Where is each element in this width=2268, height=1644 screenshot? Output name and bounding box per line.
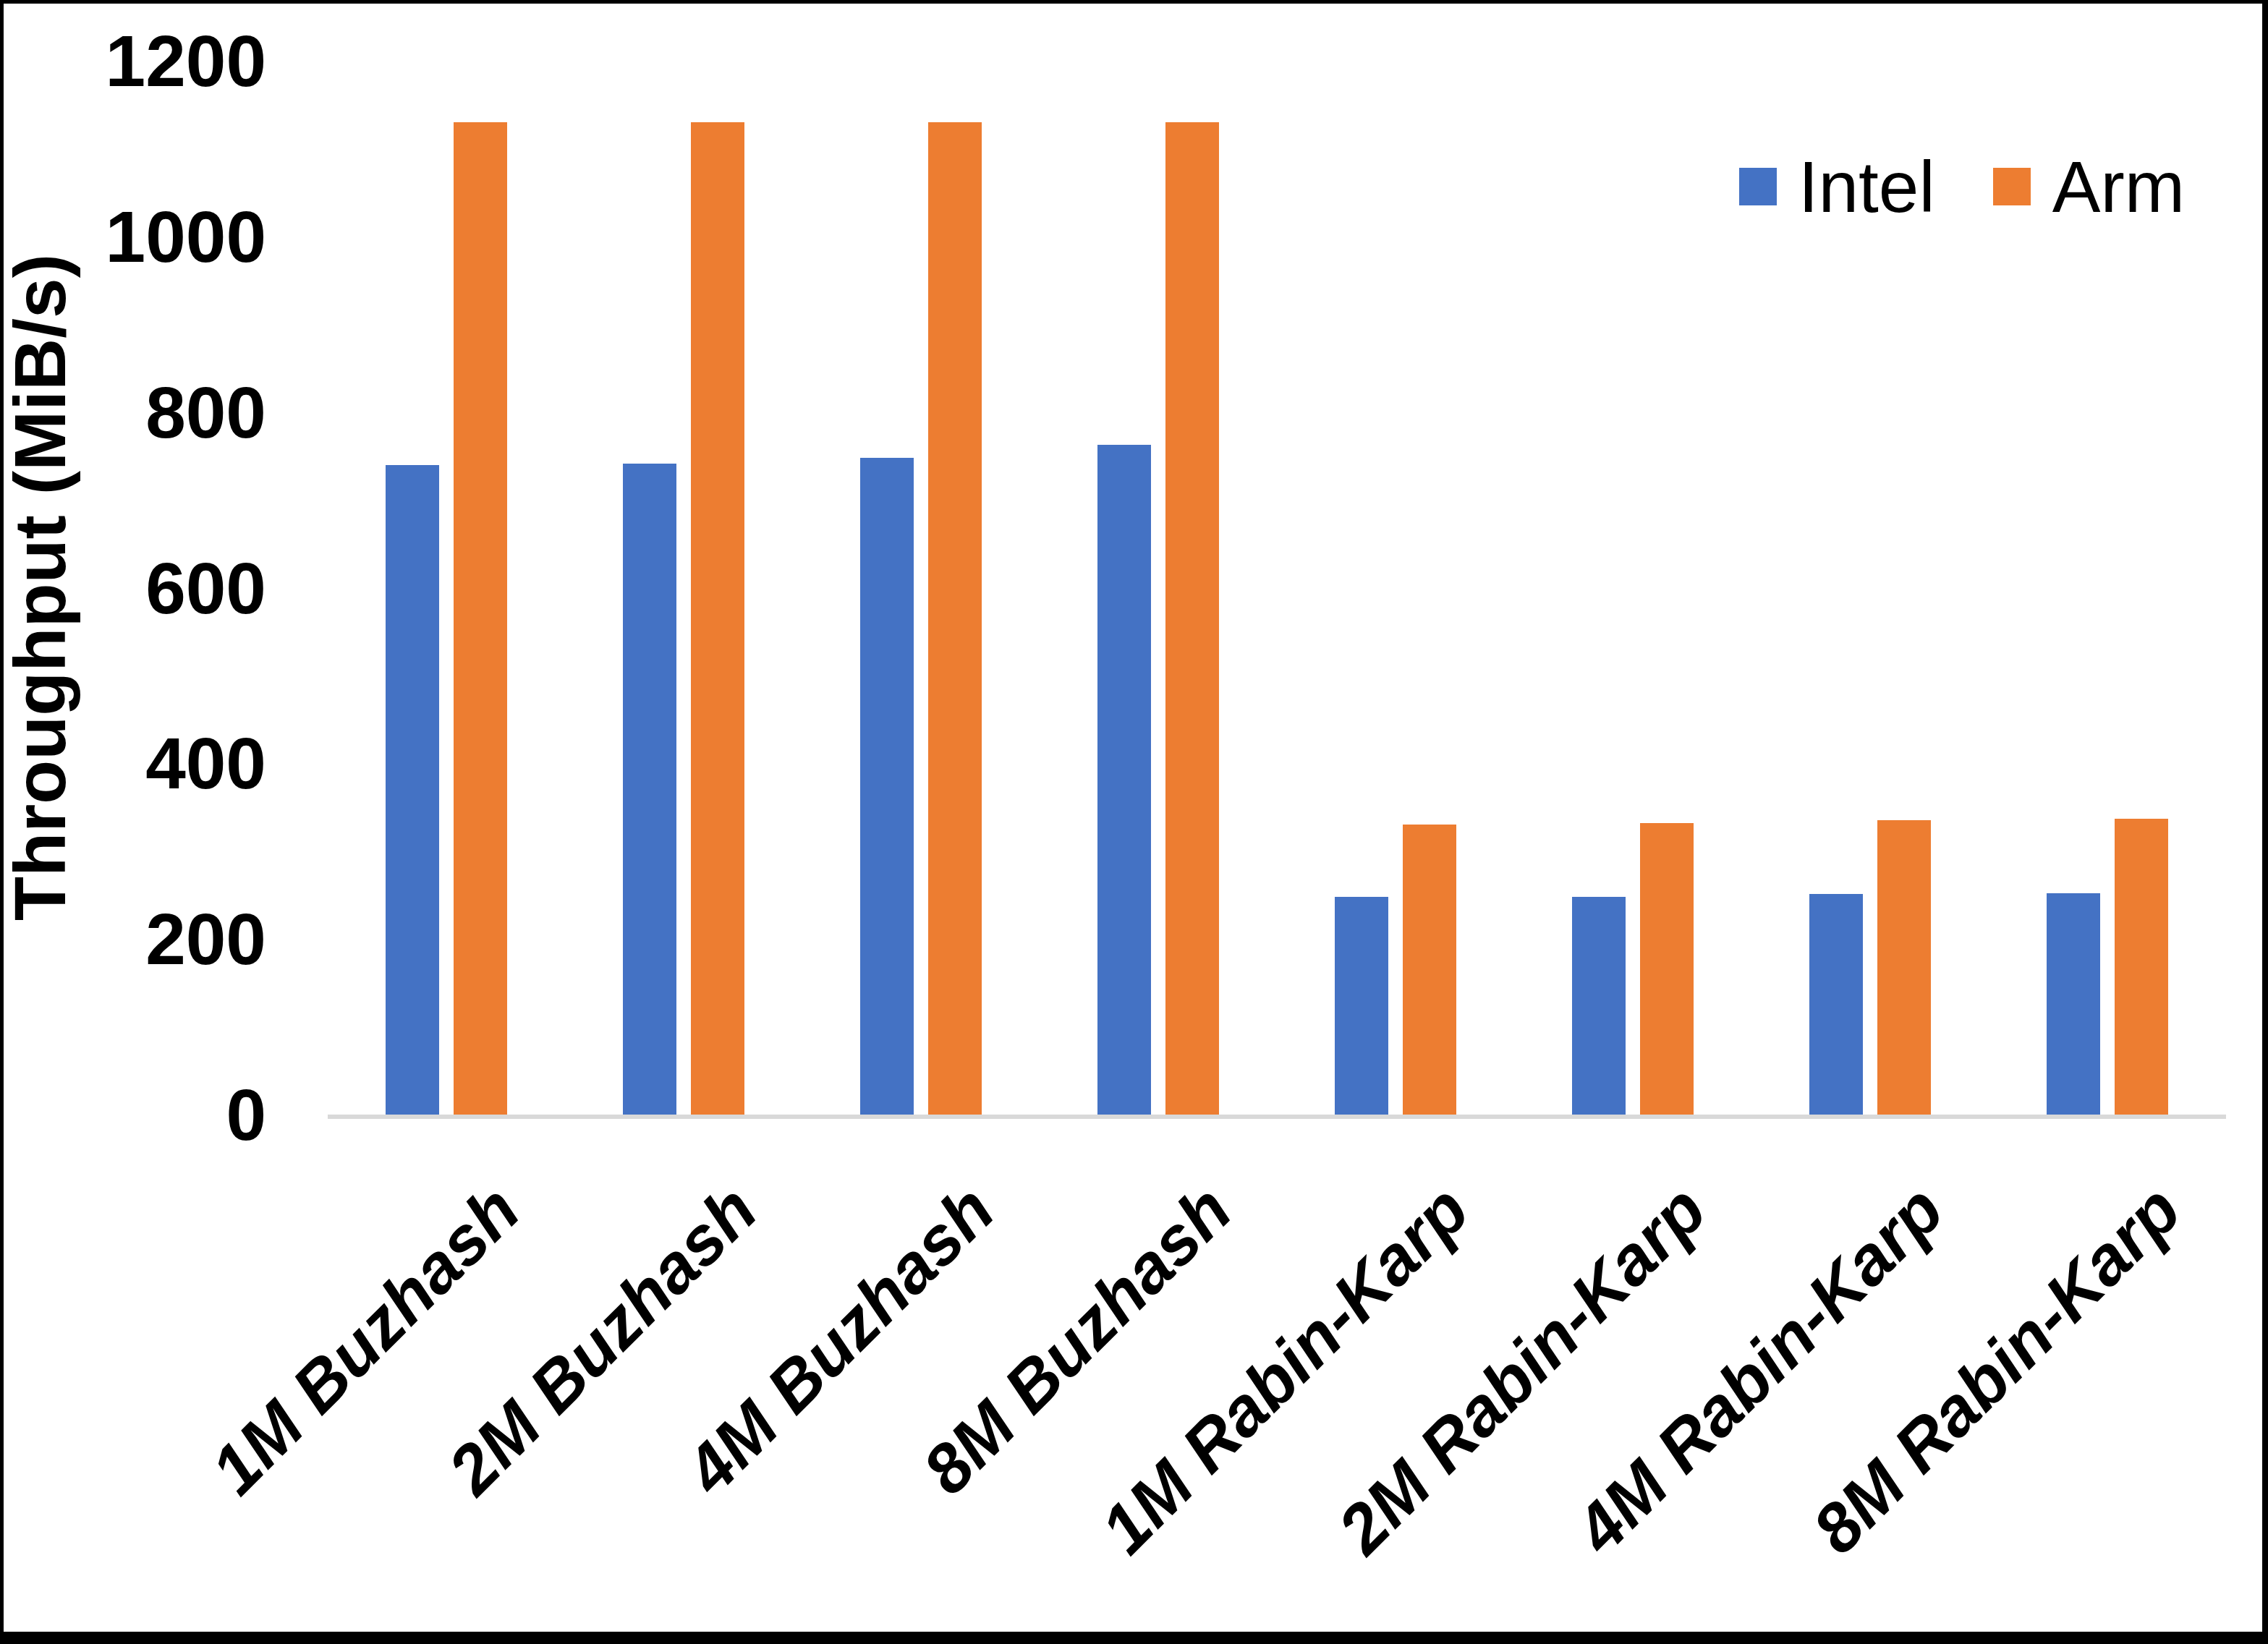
y-tick-label-200: 200 [27, 895, 266, 982]
frame-edge-bottom [0, 1632, 2268, 1644]
legend-label-intel: Intel [1798, 143, 1935, 230]
legend-label-arm: Arm [2052, 143, 2185, 230]
bar-arm-8m-rabin-karp [2115, 819, 2168, 1115]
y-tick-label-1000: 1000 [27, 193, 266, 280]
bar-arm-1m-rabin-karp [1403, 825, 1456, 1115]
bar-arm-2m-buzhash [691, 122, 744, 1115]
bar-intel-8m-buzhash [1097, 445, 1151, 1115]
bar-intel-1m-rabin-karp [1335, 897, 1388, 1115]
bar-intel-2m-buzhash [623, 464, 676, 1115]
y-tick-label-800: 800 [27, 369, 266, 456]
y-tick-label-600: 600 [27, 545, 266, 631]
bar-arm-4m-buzhash [928, 122, 982, 1115]
bar-intel-4m-rabin-karp [1809, 894, 1863, 1115]
x-axis-line [328, 1115, 2226, 1119]
frame-edge-top [0, 0, 2268, 4]
bar-intel-4m-buzhash [860, 458, 914, 1115]
legend-swatch-arm [1993, 168, 2031, 205]
legend-swatch-intel [1739, 168, 1777, 205]
frame-edge-left [0, 0, 4, 1644]
y-tick-label-1200: 1200 [27, 17, 266, 104]
bar-intel-2m-rabin-karp [1572, 897, 1626, 1115]
bar-arm-1m-buzhash [454, 122, 507, 1115]
legend: Intel Arm [1739, 143, 2185, 230]
bar-arm-8m-buzhash [1165, 122, 1219, 1115]
y-tick-label-0: 0 [27, 1071, 266, 1158]
y-tick-label-400: 400 [27, 720, 266, 806]
bar-intel-8m-rabin-karp [2047, 893, 2100, 1115]
bar-arm-2m-rabin-karp [1640, 823, 1694, 1115]
bar-intel-1m-buzhash [386, 465, 439, 1115]
frame-edge-right [2262, 0, 2268, 1644]
bar-arm-4m-rabin-karp [1877, 820, 1931, 1115]
chart-canvas: Throughput (MiB/s) 020040060080010001200… [0, 0, 2268, 1644]
